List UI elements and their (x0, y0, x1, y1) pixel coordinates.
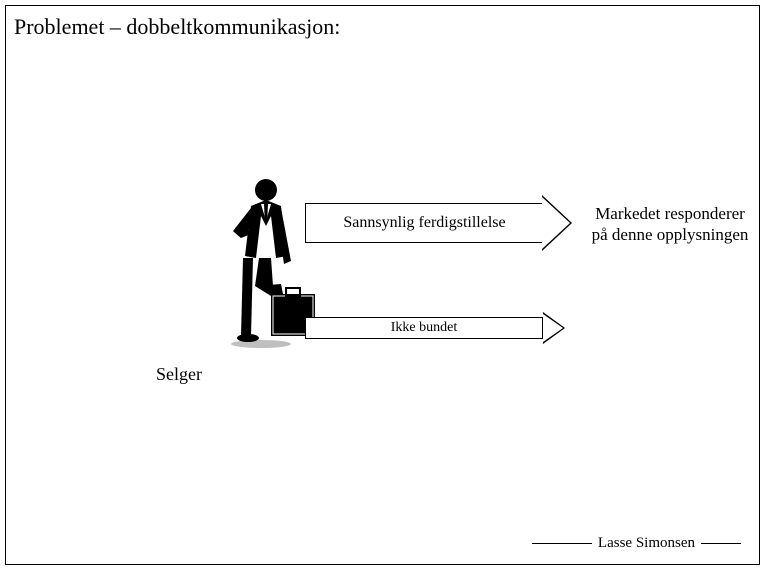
arrow-likely-completion: Sannsynlig ferdigstillelse (305, 203, 543, 243)
arrow2-label: Ikke bundet (391, 320, 457, 336)
arrow2-head-icon (543, 312, 565, 344)
slide-footer: Lasse Simonsen (532, 535, 741, 552)
response-line2: på denne opplysningen (592, 225, 749, 244)
market-response-text: Markedet responderer på denne opplysning… (580, 203, 760, 246)
footer-line-right-icon (701, 543, 741, 544)
arrow1-head-icon (542, 195, 572, 251)
footer-author: Lasse Simonsen (598, 535, 695, 552)
footer-line-left-icon (532, 543, 592, 544)
response-line1: Markedet responderer (595, 204, 745, 223)
arrow-not-bound: Ikke bundet (305, 317, 543, 339)
seller-label: Selger (156, 364, 202, 385)
slide-frame: Problemet – dobbeltkommunikasjon: (5, 5, 760, 565)
arrow1-label: Sannsynlig ferdigstillelse (343, 214, 505, 232)
slide-title: Problemet – dobbeltkommunikasjon: (14, 14, 340, 40)
